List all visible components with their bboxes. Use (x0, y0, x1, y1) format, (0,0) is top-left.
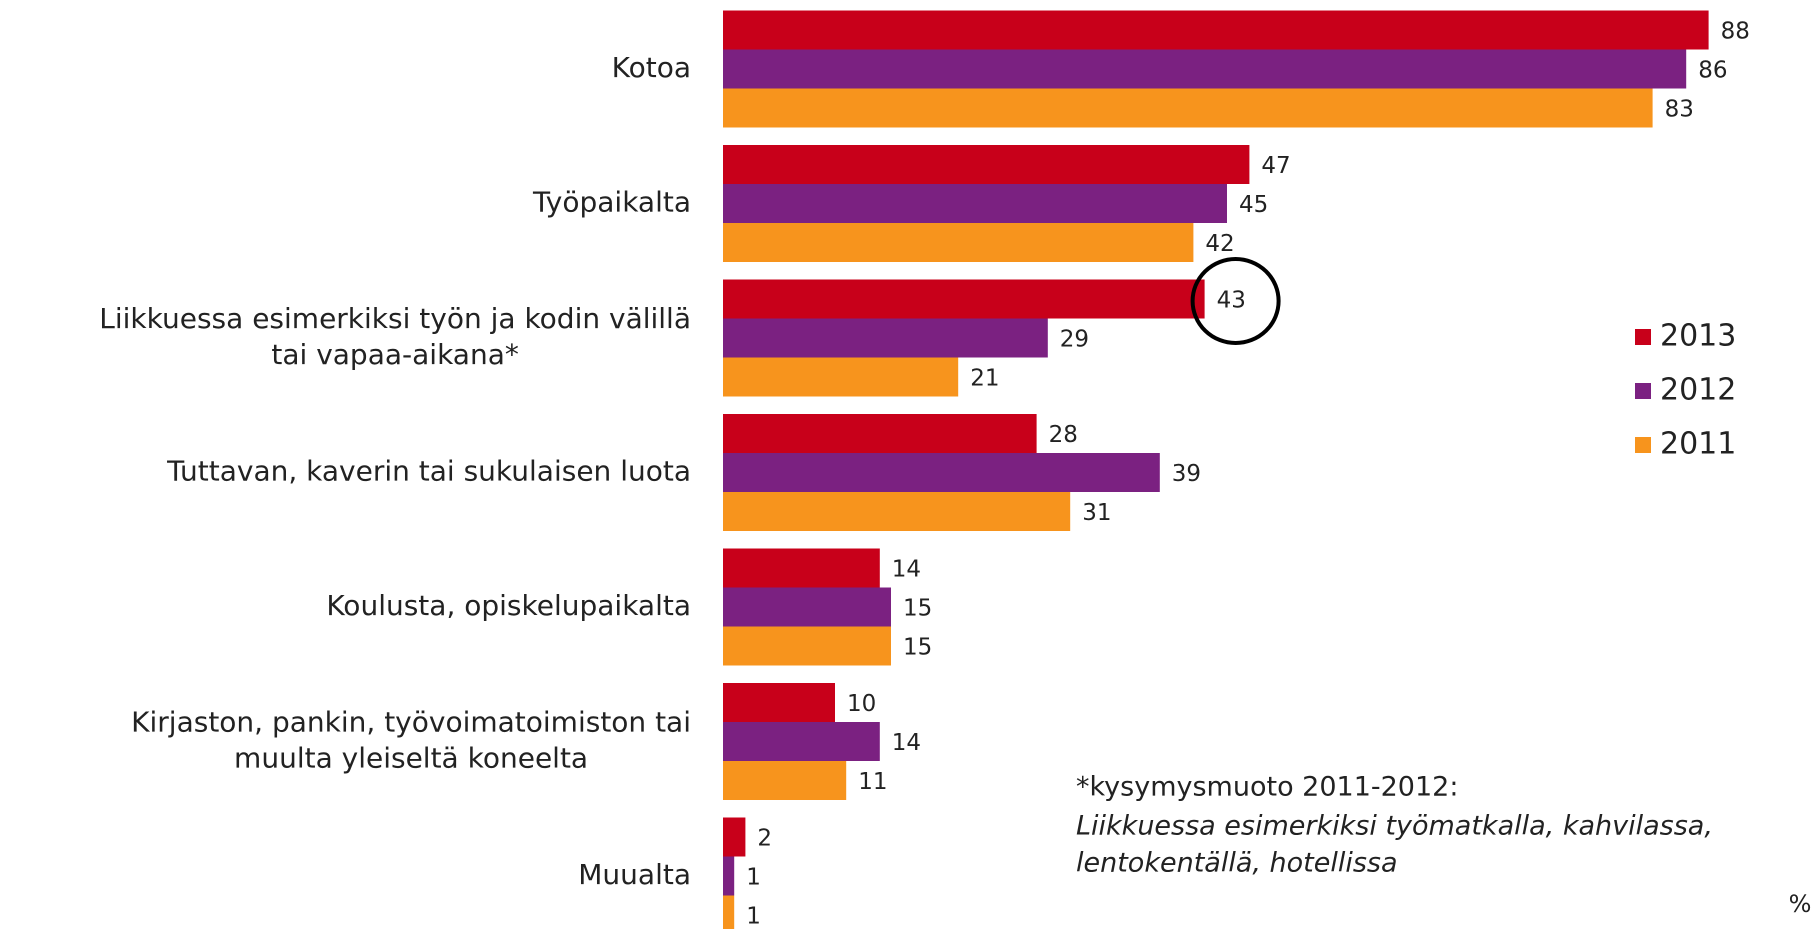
value-label: 43 (1217, 288, 1246, 314)
category-label: Kirjaston, pankin, työvoimatoimiston tai (131, 706, 691, 739)
bar (723, 184, 1227, 223)
category-label: tai vapaa-aikana* (271, 338, 518, 371)
bar (723, 357, 959, 397)
legend-swatch (1635, 329, 1651, 345)
category-label: Tuttavan, kaverin tai sukulaisen luota (166, 455, 691, 488)
bar (723, 683, 835, 722)
value-label: 86 (1698, 58, 1727, 84)
bar (723, 895, 735, 929)
bar (723, 10, 1709, 50)
value-label: 42 (1205, 231, 1234, 257)
legend-label: 2013 (1660, 319, 1736, 354)
value-label: 2 (757, 826, 772, 852)
value-label: 10 (847, 691, 876, 717)
category-label: Työpaikalta (532, 186, 691, 219)
value-label: 1 (746, 904, 761, 929)
bar (723, 548, 880, 588)
bar (723, 761, 847, 800)
bar (723, 817, 746, 857)
value-label: 29 (1060, 327, 1089, 353)
value-label: 14 (892, 557, 921, 583)
value-label: 39 (1172, 461, 1201, 487)
value-label: 15 (903, 635, 932, 661)
category-label: muulta yleiseltä koneelta (234, 742, 588, 775)
bar (723, 318, 1048, 358)
unit-label: % (1789, 890, 1812, 918)
value-label: 11 (858, 769, 887, 795)
highlight-circle (1190, 257, 1281, 345)
note-italic: Liikkuessa esimerkiksi työmatkalla, kahv… (1076, 811, 1713, 842)
value-label: 31 (1082, 500, 1111, 526)
value-label: 15 (903, 596, 932, 622)
category-label: Koulusta, opiskelupaikalta (326, 589, 691, 622)
bar (723, 587, 891, 627)
legend-swatch (1635, 437, 1651, 453)
bar (723, 856, 735, 896)
category-label: Muualta (578, 858, 691, 891)
note: *kysymysmuoto 2011-2012: (1076, 772, 1458, 803)
value-label: 28 (1049, 422, 1078, 448)
bar (723, 223, 1194, 262)
bar (723, 722, 880, 761)
bar (723, 453, 1160, 492)
value-label: 14 (892, 730, 921, 756)
value-label: 45 (1239, 192, 1268, 218)
legend-swatch (1635, 383, 1651, 399)
value-label: 1 (746, 865, 761, 891)
note-italic: lentokentällä, hotellissa (1076, 848, 1398, 879)
value-label: 21 (970, 366, 999, 392)
value-label: 88 (1721, 19, 1750, 45)
value-label: 83 (1665, 97, 1694, 123)
category-label: Liikkuessa esimerkiksi työn ja kodin väl… (99, 302, 691, 335)
legend-label: 2011 (1660, 427, 1736, 462)
bar (723, 279, 1205, 319)
value-label: 47 (1261, 153, 1290, 179)
bar (723, 492, 1071, 531)
bar (723, 145, 1250, 184)
legend-label: 2012 (1660, 373, 1736, 408)
bar (723, 626, 891, 666)
category-label: Kotoa (612, 51, 691, 84)
bar (723, 414, 1037, 453)
bar (723, 49, 1687, 89)
bar (723, 88, 1653, 128)
